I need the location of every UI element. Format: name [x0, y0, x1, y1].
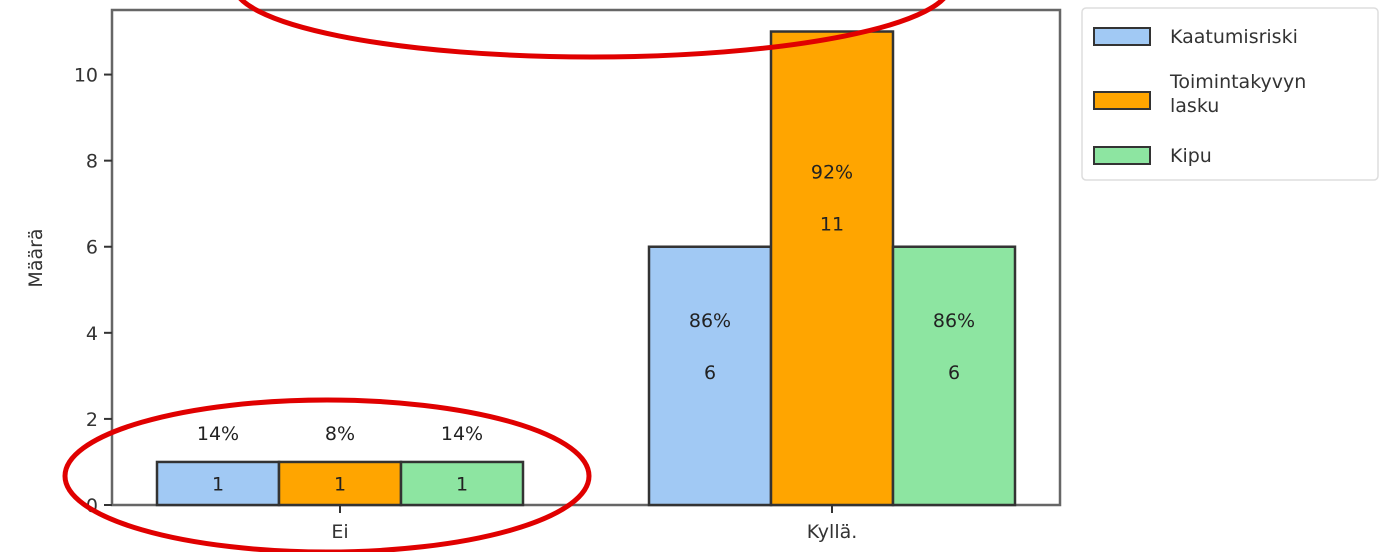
x-tick-label: Kyllä. — [807, 521, 858, 543]
plot-frame — [110, 8, 1062, 507]
legend-label: Kipu — [1170, 145, 1212, 167]
bar-0-1 — [647, 245, 773, 507]
y-tick-label: 2 — [86, 409, 98, 431]
bar-percent-label: 86% — [933, 310, 975, 332]
annotation-ellipse-ei-group — [62, 397, 592, 552]
bar-0-0 — [155, 460, 281, 507]
bar-percent-label: 92% — [811, 161, 853, 183]
legend-swatch — [1093, 27, 1151, 46]
legend-label: Kaatumisriski — [1170, 26, 1298, 48]
bar-1-1 — [769, 30, 895, 507]
bar-count-label: 6 — [948, 362, 960, 384]
legend-frame — [1081, 7, 1379, 181]
y-tick-label: 4 — [86, 323, 98, 345]
bar-2-0 — [399, 460, 525, 507]
legend-swatch — [1093, 91, 1151, 110]
y-tick-label: 8 — [86, 151, 98, 173]
x-axis: Ei Kyllä. — [331, 505, 857, 543]
annotation-ellipses — [62, 0, 946, 552]
y-axis-label: Määrä — [25, 228, 47, 287]
bar-percent-label: 14% — [197, 423, 239, 445]
y-tick-label: 6 — [86, 237, 98, 259]
annotation-ellipse-top — [238, 0, 946, 60]
bar-percent-label: 14% — [441, 423, 483, 445]
bar-percent-label: 86% — [689, 310, 731, 332]
y-tick-label: 10 — [74, 65, 98, 87]
legend-label: Toimintakyvyn lasku — [1169, 71, 1306, 117]
bars — [155, 30, 1017, 507]
bar-count-label: 1 — [212, 473, 224, 495]
bar-count-label: 1 — [456, 473, 468, 495]
bar-percent-label: 8% — [325, 423, 355, 445]
bar-count-label: 6 — [704, 362, 716, 384]
bar-count-label: 1 — [334, 473, 346, 495]
legend-swatch — [1093, 146, 1151, 165]
legend: Kaatumisriski Toimintakyvyn lasku Kipu — [1081, 7, 1379, 181]
bar-count-label: 11 — [820, 213, 844, 235]
bar-2-1 — [891, 245, 1017, 507]
bar-labels: 14% 1 8% 1 14% 1 86% 6 92% 11 86% 6 — [197, 161, 975, 495]
x-tick-label: Ei — [331, 521, 348, 543]
